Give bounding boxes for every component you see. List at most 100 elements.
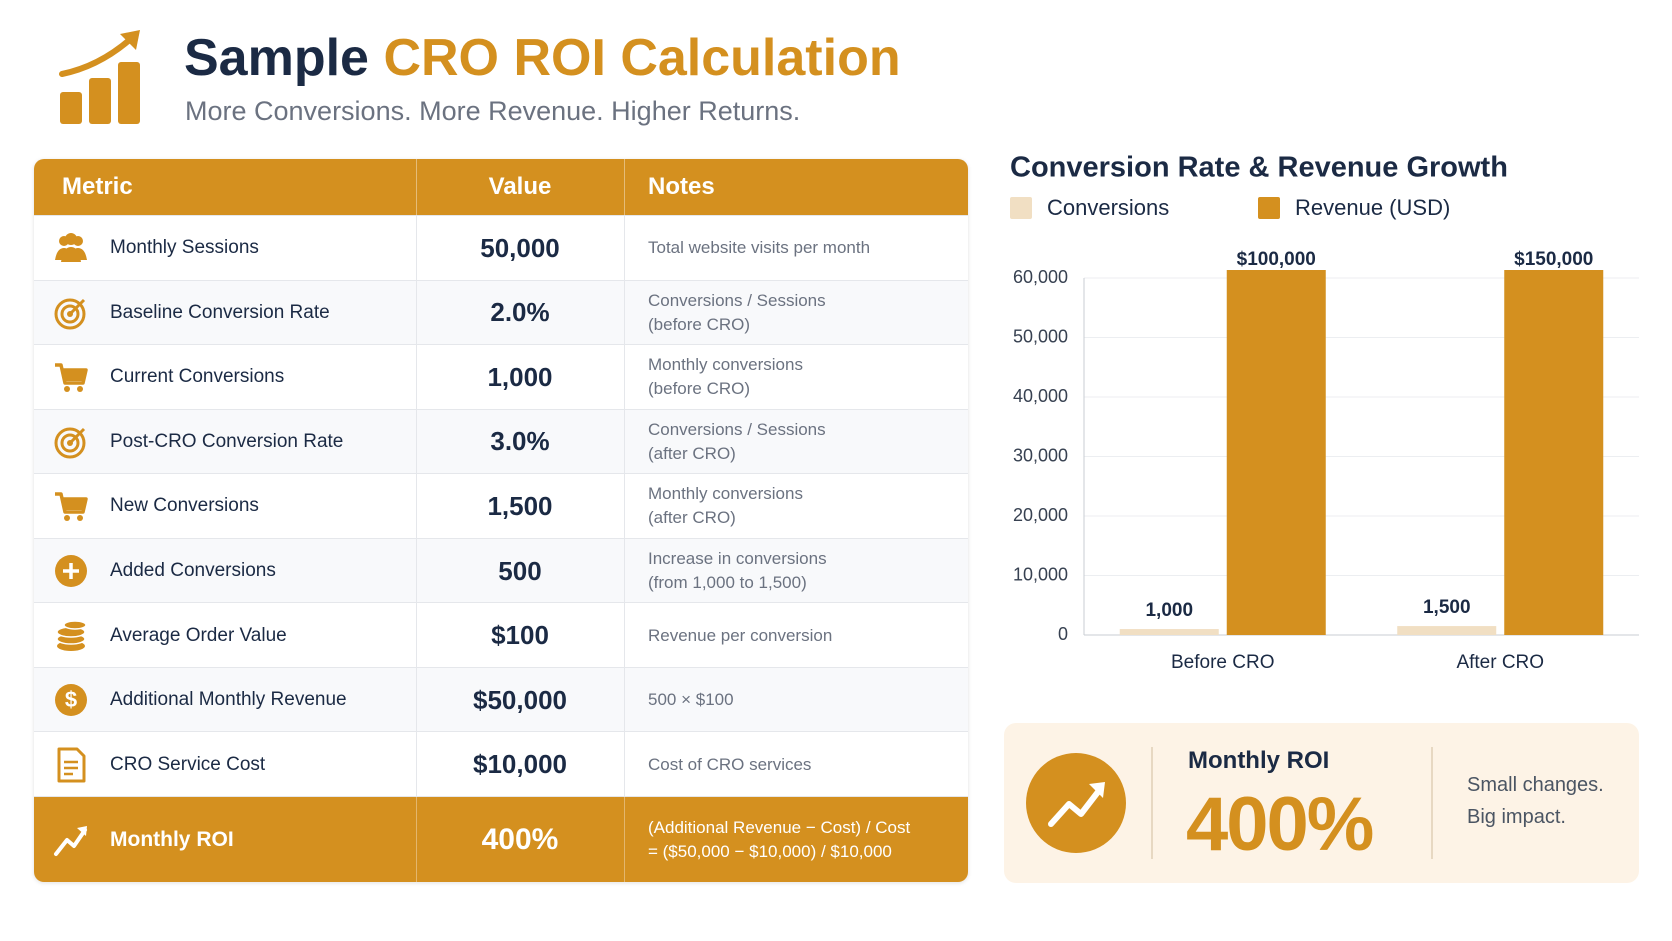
notes: Cost of CRO services: [648, 732, 962, 797]
column-header: Value: [488, 173, 552, 200]
row-icon: [55, 233, 87, 263]
column-divider: [624, 797, 625, 882]
notes: (Additional Revenue − Cost) / Cost = ($50…: [648, 797, 962, 882]
column-divider: [416, 345, 417, 410]
note-line: Total website visits per month: [648, 238, 871, 258]
column-divider: [624, 667, 625, 733]
row-icon: [54, 427, 86, 459]
column-divider: [416, 474, 417, 539]
tagline-line: Big impact.: [1467, 806, 1566, 828]
value: 50,000: [480, 232, 560, 263]
roi-icon: [1026, 753, 1126, 853]
svg-text:$: $: [65, 687, 77, 712]
note-line: 500 × $100: [648, 690, 734, 710]
row-icon: [54, 298, 86, 330]
table-row: Monthly Sessions 50,000 Total website visi…: [34, 215, 968, 281]
column-header: Metric: [62, 173, 133, 200]
row-icon: [57, 747, 86, 783]
chart: Conversion Rate & Revenue Growth Convers…: [1010, 152, 1639, 673]
notes: 500 × $100: [648, 668, 962, 733]
value-label: 1,000: [1145, 600, 1193, 621]
metric: Average Order Value: [110, 624, 287, 646]
y-tick-label: 60,000: [1013, 267, 1068, 287]
column-divider: [416, 603, 417, 668]
metric: Monthly ROI: [110, 828, 234, 851]
subtitle: More Conversions. More Revenue. Higher R…: [185, 96, 801, 126]
column-divider: [624, 474, 625, 539]
table-row: Baseline Conversion Rate 2.0% Conversions …: [34, 279, 968, 346]
y-tick-label: 10,000: [1013, 564, 1068, 584]
note-line: Revenue per conversion: [648, 625, 833, 645]
divider: [1431, 747, 1433, 859]
value: 1,000: [487, 361, 553, 392]
notes: Revenue per conversion: [648, 603, 962, 668]
note-line: Conversions / Sessions: [648, 419, 826, 439]
column-header: Notes: [648, 173, 715, 200]
note-line: Monthly conversions: [648, 484, 803, 504]
tagline: Small changes. Big impact.: [1467, 769, 1604, 833]
metric: Baseline Conversion Rate: [110, 301, 330, 323]
metric: Current Conversions: [110, 366, 285, 388]
tagline-line: Small changes.: [1467, 774, 1604, 796]
notes: Monthly conversions (after CRO): [648, 474, 962, 539]
note-line: (before CRO): [648, 314, 751, 334]
x-tick-label: After CRO: [1456, 652, 1544, 673]
title-lead: Sample: [184, 29, 369, 87]
divider: [1151, 747, 1153, 859]
legend-swatch: [1258, 197, 1280, 219]
logo-icon: [59, 30, 140, 124]
metric: Added Conversions: [110, 560, 276, 582]
column-divider: [416, 409, 417, 475]
metric: New Conversions: [110, 495, 259, 517]
column-divider: [624, 603, 625, 668]
chart-title: Conversion Rate & Revenue Growth: [1010, 152, 1508, 184]
roi-label: Monthly ROI: [1188, 747, 1330, 774]
legend-label: Revenue (USD): [1295, 195, 1450, 220]
row-icon: [56, 619, 87, 651]
column-divider: [624, 216, 625, 281]
bar: [1397, 626, 1497, 635]
note-line: (Additional Revenue − Cost) / Cost: [648, 818, 911, 837]
table-row: Monthly ROI 400% (Additional Revenue − Cos…: [34, 796, 968, 882]
metric: Monthly Sessions: [110, 237, 259, 259]
table-row: Added Conversions 500 Increase in conversi…: [34, 537, 968, 604]
notes: Total website visits per month: [648, 216, 962, 281]
column-divider: [624, 538, 625, 604]
column-divider: [416, 280, 417, 346]
value: 2.0%: [490, 297, 550, 328]
table-row: New Conversions 1,500 Monthly conversions (…: [34, 473, 968, 539]
note-line: (after CRO): [648, 508, 736, 528]
title-accent: CRO ROI Calculation: [383, 29, 901, 87]
note-line: Monthly conversions: [648, 355, 803, 375]
column-divider: [416, 538, 417, 604]
note-line: (after CRO): [648, 443, 736, 463]
y-tick-label: 20,000: [1013, 505, 1068, 525]
table-row: Current Conversions 1,000 Monthly conversi…: [34, 344, 968, 410]
legend-label: Conversions: [1047, 195, 1169, 220]
bar: [1504, 270, 1604, 635]
table-header: [34, 159, 968, 215]
column-divider: [416, 732, 417, 797]
y-tick-label: 50,000: [1013, 326, 1068, 346]
note-line: Conversions / Sessions: [648, 290, 826, 310]
row-icon: [55, 363, 88, 393]
column-divider: [416, 797, 417, 882]
legend-swatch: [1010, 197, 1032, 219]
row-icon: [55, 555, 87, 588]
value: 3.0%: [490, 426, 550, 457]
roi-table: Metric Value Notes Monthly Sessions 50,000 To…: [34, 159, 968, 882]
note-line: (from 1,000 to 1,500): [648, 573, 807, 593]
y-tick-label: 30,000: [1013, 445, 1068, 465]
column-divider: [416, 667, 417, 733]
metric: CRO Service Cost: [110, 753, 266, 775]
row-icon: $: [55, 684, 87, 717]
value: $100: [491, 620, 549, 651]
column-divider: [416, 216, 417, 281]
value: 1,500: [487, 490, 553, 521]
metric: Additional Monthly Revenue: [110, 689, 347, 711]
header-divider: [624, 159, 625, 215]
column-divider: [624, 345, 625, 410]
notes: Conversions / Sessions (before CRO): [648, 281, 962, 346]
value-label: $150,000: [1514, 249, 1593, 270]
